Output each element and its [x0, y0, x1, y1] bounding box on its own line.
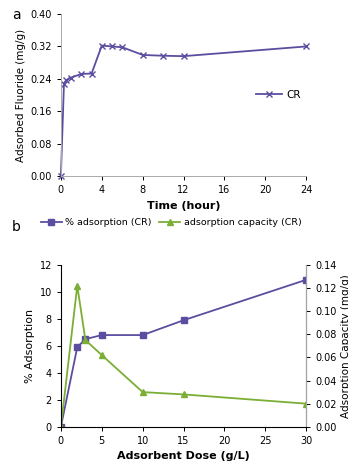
CR	[100, 43, 104, 48]
adsorption capacity (CR)	[182, 392, 186, 397]
% adsorption (CR)	[59, 424, 63, 430]
% adsorption (CR)	[304, 277, 308, 283]
Text: b: b	[12, 219, 21, 234]
CR	[141, 52, 145, 58]
Text: a: a	[12, 8, 21, 22]
X-axis label: Time (hour): Time (hour)	[147, 201, 220, 211]
Legend: CR: CR	[256, 90, 301, 100]
adsorption capacity (CR)	[59, 424, 63, 430]
CR	[62, 81, 66, 86]
adsorption capacity (CR)	[100, 352, 104, 358]
adsorption capacity (CR)	[304, 401, 308, 407]
Line: CR: CR	[57, 42, 310, 180]
Y-axis label: Adsorption Capacity (mg/g): Adsorption Capacity (mg/g)	[341, 274, 348, 418]
% adsorption (CR)	[84, 336, 88, 342]
adsorption capacity (CR)	[141, 389, 145, 395]
Line: % adsorption (CR): % adsorption (CR)	[57, 276, 310, 430]
X-axis label: Adsorbent Dose (g/L): Adsorbent Dose (g/L)	[117, 451, 250, 461]
% adsorption (CR)	[75, 344, 79, 350]
% adsorption (CR)	[182, 318, 186, 323]
Legend: % adsorption (CR), adsorption capacity (CR): % adsorption (CR), adsorption capacity (…	[41, 218, 302, 227]
CR	[69, 75, 73, 80]
% adsorption (CR)	[100, 332, 104, 338]
CR	[120, 45, 124, 50]
CR	[110, 44, 114, 49]
Y-axis label: % Adsorption: % Adsorption	[25, 309, 35, 383]
adsorption capacity (CR)	[84, 337, 88, 343]
CR	[304, 44, 308, 49]
Y-axis label: Adsorbed Fluoride (mg/g): Adsorbed Fluoride (mg/g)	[16, 29, 26, 161]
Line: adsorption capacity (CR): adsorption capacity (CR)	[57, 282, 310, 430]
CR	[89, 71, 94, 76]
% adsorption (CR)	[141, 332, 145, 338]
CR	[64, 77, 68, 83]
CR	[59, 173, 63, 179]
CR	[161, 53, 165, 59]
adsorption capacity (CR)	[75, 283, 79, 288]
CR	[79, 71, 84, 77]
CR	[182, 53, 186, 59]
